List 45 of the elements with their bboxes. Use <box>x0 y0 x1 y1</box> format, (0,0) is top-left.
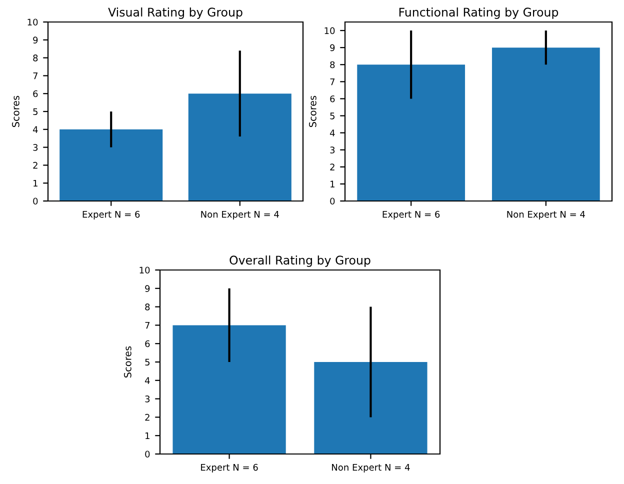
y-tick-label: 5 <box>145 358 150 366</box>
chart-title: Overall Rating by Group <box>230 255 370 267</box>
y-tick-label: 2 <box>330 164 334 170</box>
y-tick-label: 10 <box>140 266 150 274</box>
y-axis-title: Scores <box>124 346 132 378</box>
y-tick-label: 6 <box>145 340 150 348</box>
y-tick-label: 1 <box>34 180 38 187</box>
x-tick-label: Non Expert N = 4 <box>332 464 410 472</box>
y-tick-label: 5 <box>33 108 38 116</box>
chart-title: Visual Rating by Group <box>108 7 242 19</box>
y-tick-label: 2 <box>145 414 150 421</box>
x-tick-label: Non Expert N = 4 <box>201 211 279 220</box>
y-tick-label: 9 <box>330 44 335 52</box>
y-tick-label: 7 <box>330 78 335 86</box>
y-tick-label: 6 <box>330 95 335 102</box>
y-tick-label: 3 <box>33 144 38 151</box>
y-tick-label: 1 <box>146 432 150 440</box>
y-tick-label: 10 <box>324 27 335 34</box>
y-axis-title: Scores <box>308 96 316 128</box>
x-tick-label: Expert N = 6 <box>382 210 440 220</box>
y-tick-label: 0 <box>330 198 335 205</box>
y-tick-label: 4 <box>330 130 335 136</box>
y-tick-label: 4 <box>32 126 38 133</box>
y-tick-label: 1 <box>330 180 334 188</box>
x-tick-label: Non Expert N = 4 <box>507 211 585 220</box>
y-tick-label: 6 <box>33 90 38 98</box>
y-tick-label: 8 <box>330 61 335 68</box>
y-tick-label: 8 <box>145 304 150 310</box>
y-tick-label: 3 <box>330 146 335 154</box>
y-tick-label: 0 <box>33 198 38 205</box>
chart-title: Functional Rating by Group <box>399 7 558 19</box>
y-tick-label: 4 <box>144 377 150 384</box>
y-tick-label: 3 <box>145 396 150 402</box>
y-axis-title: Scores <box>12 96 20 128</box>
y-tick-label: 7 <box>145 322 150 329</box>
y-tick-label: 10 <box>28 18 38 26</box>
y-tick-label: 2 <box>33 162 38 169</box>
y-tick-label: 0 <box>145 450 150 458</box>
y-tick-label: 9 <box>33 36 38 44</box>
x-tick-label: Expert N = 6 <box>82 210 140 220</box>
y-tick-label: 8 <box>33 54 38 62</box>
y-tick-label: 5 <box>330 112 334 120</box>
y-tick-label: 9 <box>145 285 150 292</box>
x-tick-label: Expert N = 6 <box>201 464 258 472</box>
y-tick-label: 7 <box>33 72 38 80</box>
